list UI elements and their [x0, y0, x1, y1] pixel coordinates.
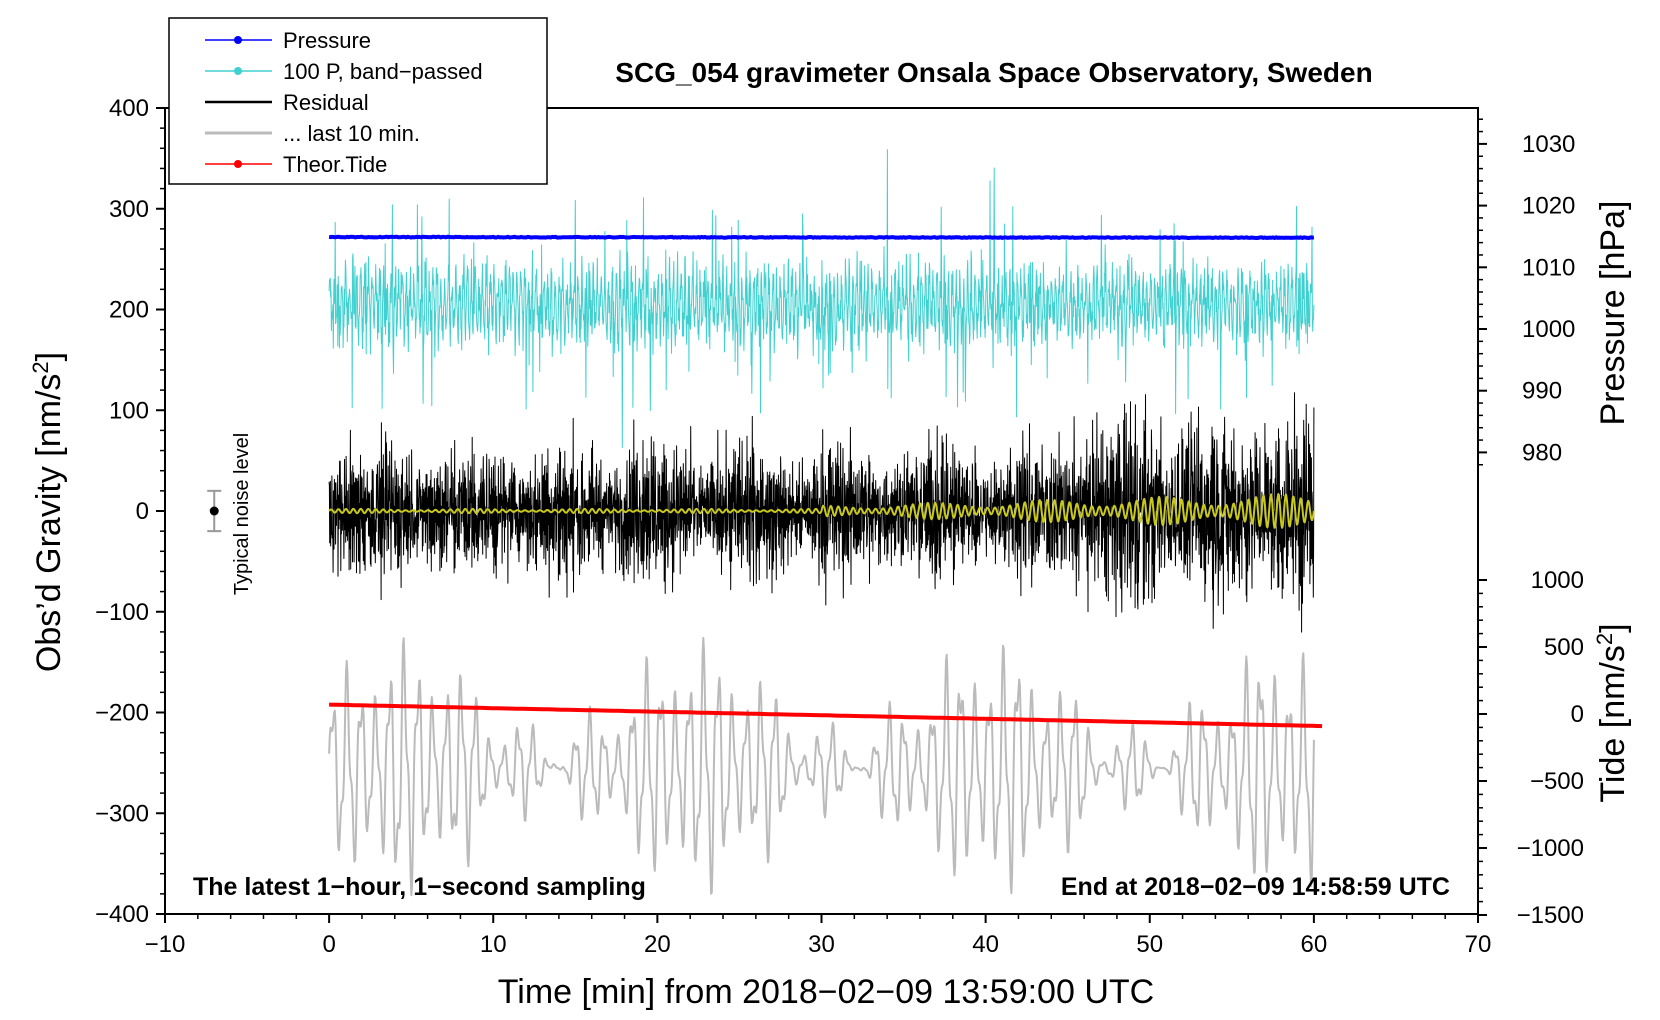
noise-label: Typical noise level: [231, 433, 253, 595]
x-tick-label: 0: [322, 931, 335, 958]
y-axis-title-left-sup: 2: [28, 361, 53, 373]
ticks-layer: −10 0 10 20 30 40 50 60 704003002001000−100−200−…: [95, 95, 1584, 958]
tide-tick-label: −1500: [1517, 902, 1584, 929]
series-last-10-min: [328, 637, 1315, 897]
pressure-tick-label: 1000: [1522, 316, 1575, 343]
legend-marker: [234, 36, 242, 44]
y-tick-label: 0: [136, 498, 149, 525]
series-residual-filtered: [328, 493, 1315, 529]
series-bandpass: [328, 149, 1315, 448]
series-residual: [328, 392, 1315, 633]
x-tick-label: −10: [145, 931, 186, 958]
y-tick-label: 100: [109, 397, 149, 424]
legend: Pressure 100 P, band−passed Residual ... la…: [168, 17, 548, 185]
y-axis-title-left-end: ]: [30, 352, 68, 361]
legend-label: 100 P, band−passed: [283, 59, 483, 84]
y-tick-label: −100: [95, 599, 149, 626]
chart-title: SCG_054 gravimeter Onsala Space Observat…: [615, 57, 1372, 88]
x-tick-label: 30: [808, 931, 835, 958]
y-tick-label: 300: [109, 196, 149, 223]
y-axis-title-tide-main: Tide [nm/s: [1594, 645, 1632, 802]
pressure-tick-label: 1010: [1522, 254, 1575, 281]
y-axis-title-tide-end: ]: [1594, 623, 1632, 632]
legend-label: Pressure: [283, 28, 371, 53]
y-axis-title-tide-sup: 2: [1592, 633, 1617, 645]
x-tick-label: 40: [972, 931, 999, 958]
noise-bar-center: [209, 506, 219, 516]
y-tick-label: −400: [95, 901, 149, 928]
legend-items: Pressure 100 P, band−passed Residual ... la…: [205, 28, 483, 177]
pressure-tick-label: 1020: [1522, 193, 1575, 220]
legend-label: Theor.Tide: [283, 152, 387, 177]
y-axis-title-left-main: Obs’d Gravity [nm/s: [30, 374, 68, 673]
legend-marker: [234, 160, 242, 168]
tide-tick-label: −500: [1530, 768, 1584, 795]
pressure-tick-label: 1030: [1522, 131, 1575, 158]
y-axis-title-tide: Tide [nm/s2]: [1592, 623, 1632, 802]
annotation-left: The latest 1−hour, 1−second sampling: [193, 873, 646, 901]
series-layer: [328, 149, 1323, 897]
y-tick-label: −200: [95, 700, 149, 727]
y-tick-label: 200: [109, 297, 149, 324]
series-theor-tide: [329, 702, 1323, 729]
legend-marker: [234, 67, 242, 75]
legend-label: Residual: [283, 90, 369, 115]
y-tick-label: 400: [109, 95, 149, 122]
x-tick-label: 50: [1136, 931, 1163, 958]
tide-tick-label: −1000: [1517, 835, 1584, 862]
tide-tick-label: 0: [1571, 701, 1584, 728]
x-tick-label: 20: [644, 931, 671, 958]
y-axis-title-pressure: Pressure [hPa]: [1594, 201, 1632, 426]
y-tick-label: −300: [95, 800, 149, 827]
pressure-tick-label: 980: [1522, 439, 1562, 466]
tide-tick-label: 500: [1544, 634, 1584, 661]
x-axis-title: Time [min] from 2018−02−09 13:59:00 UTC: [498, 973, 1154, 1011]
series-pressure: [328, 234, 1315, 240]
x-tick-label: 70: [1465, 931, 1492, 958]
tide-tick-label: 1000: [1531, 567, 1584, 594]
noise-indicator: [207, 489, 222, 533]
y-axis-title-left: Obs’d Gravity [nm/s2]: [28, 352, 68, 672]
pressure-tick-label: 990: [1522, 378, 1562, 405]
x-tick-label: 10: [480, 931, 507, 958]
annotation-right: End at 2018−02−09 14:58:59 UTC: [1061, 873, 1450, 901]
x-tick-label: 60: [1301, 931, 1328, 958]
legend-label: ... last 10 min.: [283, 121, 420, 146]
